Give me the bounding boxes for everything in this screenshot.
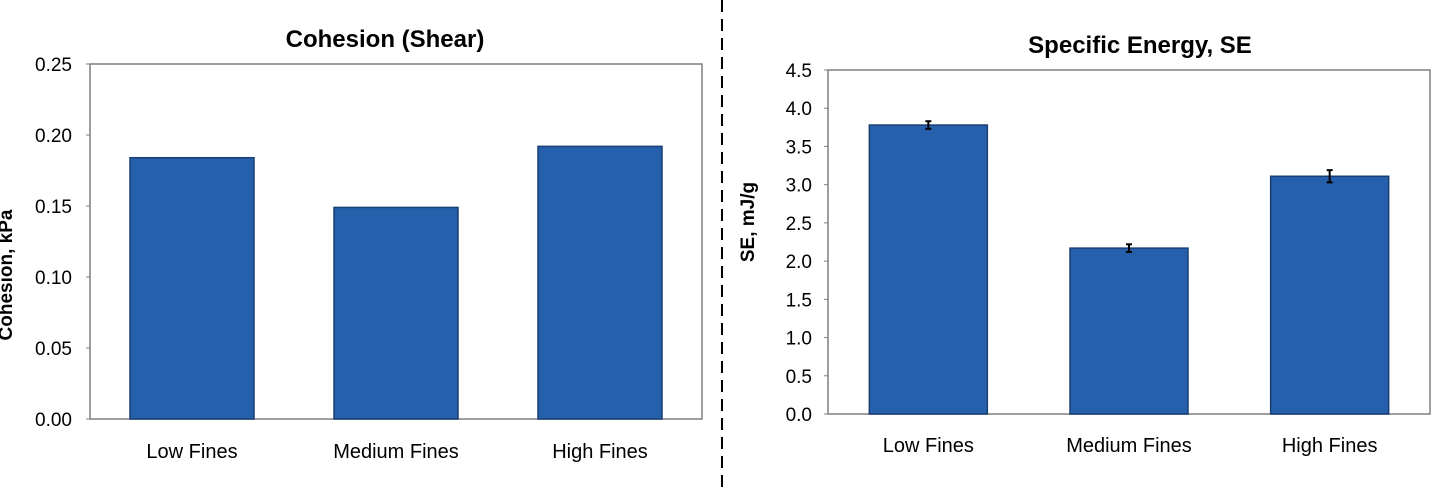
bar-high-fines (1269, 175, 1390, 415)
y-tick-label: 1.0 (786, 329, 812, 350)
x-category-label: High Fines (1282, 435, 1378, 457)
cohesion-chart: Cohesion (Shear) Cohesion, kPa 0.00 0.05 0… (0, 26, 703, 463)
chart-title: Cohesion (Shear) (286, 26, 485, 53)
error-bar (1126, 243, 1132, 253)
y-tick-label: 3.5 (786, 137, 812, 158)
y-tick-label: 0.25 (35, 55, 72, 76)
y-tick-label: 4.0 (786, 99, 812, 120)
specific-energy-chart: Specific Energy, SE SE, mJ/g 0.0 0.5 1.0 1.… (738, 32, 1431, 457)
bar-high-fines (537, 145, 663, 420)
y-tick-label: 2.5 (786, 214, 812, 235)
bar-medium-fines (333, 206, 459, 420)
y-axis-label: SE, mJ/g (738, 182, 759, 262)
x-category-label: Medium Fines (1066, 435, 1192, 457)
y-tick-label: 1.5 (786, 290, 812, 311)
y-tick-label: 0.15 (35, 197, 72, 218)
error-bar (1326, 169, 1333, 184)
y-tick-label: 3.0 (786, 176, 812, 197)
y-axis-label: Cohesion, kPa (0, 209, 17, 340)
y-tick-label: 0.00 (35, 410, 72, 431)
bar-low-fines (868, 124, 989, 415)
chart-title: Specific Energy, SE (1028, 32, 1252, 59)
y-tick-label: 0.0 (786, 405, 812, 426)
bar-medium-fines (1069, 247, 1189, 415)
y-tick-label: 0.10 (35, 268, 72, 289)
y-tick-label: 0.5 (786, 367, 812, 388)
x-category-label: High Fines (552, 441, 648, 463)
x-category-label: Low Fines (883, 435, 974, 457)
x-category-label: Medium Fines (333, 441, 459, 463)
y-tick-label: 2.0 (786, 252, 812, 273)
y-tick-label: 0.05 (35, 339, 72, 360)
y-tick-label: 0.20 (35, 126, 72, 147)
x-category-label: Low Fines (146, 441, 237, 463)
error-bar (925, 120, 932, 130)
y-tick-label: 4.5 (786, 61, 812, 82)
bar-low-fines (129, 156, 255, 420)
